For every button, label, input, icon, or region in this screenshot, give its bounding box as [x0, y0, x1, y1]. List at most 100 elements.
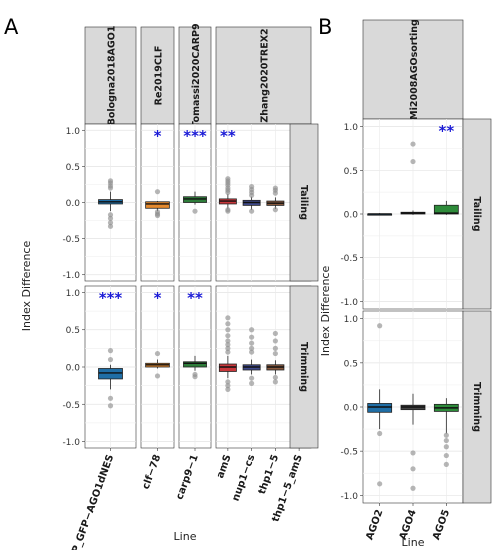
outlier-point [249, 375, 255, 381]
outlier-point [107, 185, 114, 191]
y-tick-label: 0.5 [344, 359, 358, 369]
facet-column-header [84, 26, 137, 125]
outlier-point [377, 430, 383, 437]
box-ams: ** [218, 127, 237, 214]
outlier-point [443, 437, 449, 444]
box-nup1-cs [242, 184, 261, 214]
outlier-point [272, 330, 278, 337]
outlier-point [443, 432, 449, 438]
facet-row-header [289, 285, 319, 449]
outlier-point [443, 444, 449, 450]
outlier-point [107, 212, 114, 218]
facet-column-header [178, 26, 212, 125]
outlier-point [225, 327, 231, 333]
y-tick-label: 1.0 [344, 315, 359, 325]
outlier-point [410, 485, 416, 491]
outlier-point [249, 340, 255, 346]
y-tick-label: -1.0 [340, 492, 358, 502]
y-tick-label: 0.0 [66, 199, 81, 209]
facet-column-label: Re2019CLF [154, 46, 165, 106]
box-iqr [218, 363, 237, 372]
outlier-point [107, 223, 114, 229]
outlier-point [154, 189, 161, 195]
box-ago4 [400, 393, 426, 491]
outlier-point [225, 189, 231, 195]
outlier-point [225, 338, 231, 344]
y-tick-label: -1.0 [340, 298, 358, 308]
box-ago5 [433, 398, 459, 468]
outlier-point [107, 403, 114, 409]
outlier-point [192, 374, 198, 380]
outlier-point [154, 373, 161, 379]
outlier-point [249, 208, 255, 214]
outlier-point [410, 450, 416, 456]
facet-row-tailing: -1.0-0.50.00.51.0*******Tailing [62, 123, 319, 282]
facet-row-label: Tailing [471, 197, 482, 232]
facet-column-label: Zhang2020TREX2 [260, 28, 271, 122]
significance-marker: ** [187, 289, 203, 307]
outlier-point [225, 315, 231, 321]
box-iqr [145, 201, 170, 209]
box-iqr [367, 403, 393, 413]
y-tick-label: 0.0 [344, 404, 359, 414]
box-carp9-1: ** [183, 289, 207, 380]
x-tick-label: carp9−1 [174, 453, 200, 501]
outlier-point [410, 466, 416, 472]
box-ago4 [400, 141, 426, 215]
box-ip-gfp-ago1dnes [98, 178, 123, 229]
facet-row-label: Trimming [298, 342, 309, 392]
outlier-point [107, 356, 114, 363]
facet-row-header [289, 123, 319, 282]
outlier-point [249, 349, 255, 355]
facet-row-tailing: -1.0 -0.5 0.0 0.5 1.0 ** Tailing [340, 118, 492, 310]
y-tick-label: 0.5 [344, 167, 358, 177]
box-ago5: ** [433, 122, 459, 215]
outlier-point [272, 345, 278, 351]
significance-marker: * [154, 289, 162, 307]
outlier-point [272, 374, 278, 381]
outlier-point [154, 212, 161, 219]
outlier-point [107, 220, 114, 226]
outlier-point [377, 323, 383, 329]
panel-label: B [318, 15, 332, 39]
x-axis-title: Line [174, 530, 197, 543]
x-axis-title: Line [402, 536, 425, 549]
outlier-point [225, 349, 231, 355]
facet-column-header [140, 26, 175, 125]
x-tick-label: AGO5 [431, 508, 452, 541]
outlier-point [410, 141, 416, 147]
y-tick-label: -1.0 [62, 438, 80, 448]
y-tick-label: 0.5 [66, 326, 80, 336]
y-tick-label: 1.0 [66, 127, 81, 137]
outlier-point [225, 208, 231, 214]
significance-marker: *** [183, 127, 207, 145]
y-tick-label: -0.5 [340, 448, 358, 458]
box-thp1-5 [266, 330, 285, 385]
outlier-point [272, 338, 278, 344]
y-tick-label: 1.0 [66, 289, 81, 299]
facet-column-label: Tomassi2020CARP9 [191, 23, 202, 127]
outlier-point [107, 215, 114, 221]
significance-marker: * [154, 127, 162, 145]
outlier-point [225, 383, 231, 389]
x-tick-label: IP_GFP−AGO1dNES [69, 453, 116, 550]
x-tick-label: amS [215, 453, 234, 480]
y-axis-title: Index Difference [319, 266, 332, 357]
x-tick-label: AGO2 [364, 508, 385, 541]
box-iqr [433, 204, 459, 215]
box-ams [218, 315, 237, 392]
panel-a-chart: A Bologna2018AGO1 Re2019CLF Tomassi2020CARP… [4, 15, 319, 550]
x-tick-label: nup1−cs [230, 453, 257, 502]
x-tick-label: thp1−5 [257, 453, 281, 496]
box-thp1-5 [266, 185, 285, 213]
box-clf-78: * [145, 127, 170, 219]
outlier-point [225, 386, 231, 392]
facet-row-header [462, 310, 492, 504]
box-iqr [183, 361, 207, 368]
box-iqr [183, 196, 207, 203]
outlier-point [443, 461, 449, 468]
outlier-point [225, 342, 231, 348]
y-tick-label: 0.0 [344, 211, 359, 221]
outlier-point [107, 348, 114, 354]
panel-b-chart: B Mi2008AGOsorting -1.0 -0.5 0.0 0.5 1.0 ** Tail… [318, 15, 492, 549]
